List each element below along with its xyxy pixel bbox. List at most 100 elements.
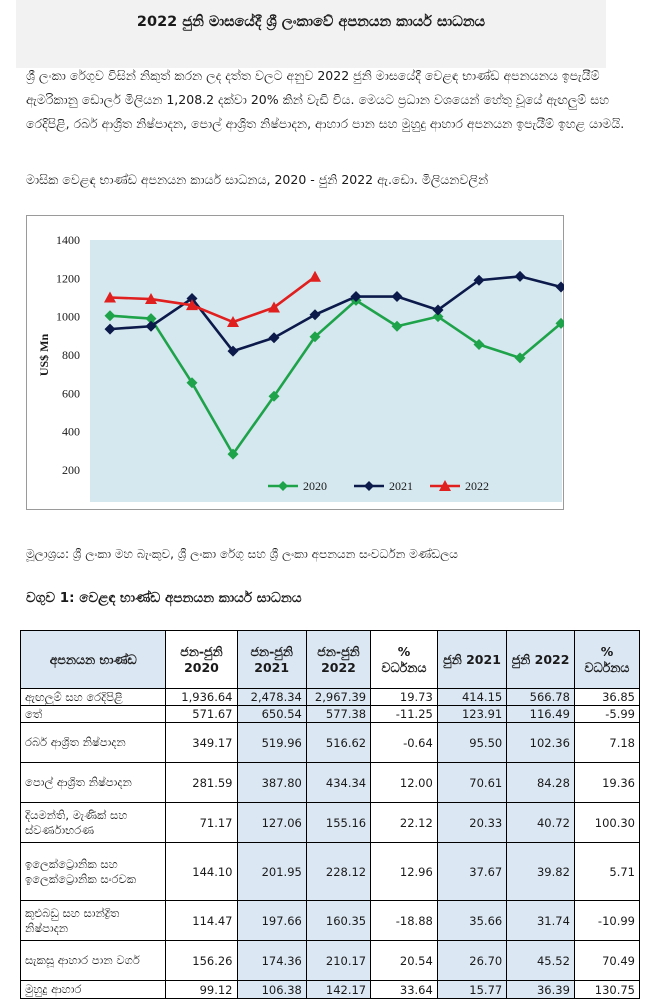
- table-row: මුහුදු ආහාර 99.12 106.38 142.17 33.64 15.77 36…: [19, 980, 641, 999]
- export-chart: 1400 1200 1000 800 600 400 200 US$ Mn 2020 2021 20…: [26, 215, 567, 510]
- value-cell: 1,936.64: [165, 688, 238, 706]
- chart-svg: 1400 1200 1000 800 600 400 200 US$ Mn 2020 2021 20…: [26, 215, 567, 510]
- series-2020-point: [555, 317, 567, 329]
- value-cell: -5.99: [573, 705, 641, 723]
- value-cell: 70.49: [573, 940, 641, 981]
- series-2021-point: [391, 291, 403, 303]
- value-cell: -10.99: [573, 900, 641, 941]
- series-2021-point: [473, 274, 485, 286]
- product-name-cell: කුළුබඩු සහ සාන්ද්‍රිත නිෂ්පාදන: [19, 900, 167, 941]
- value-cell: 174.36: [236, 940, 307, 981]
- series-2022-point: [309, 270, 321, 282]
- col-header-product: අපනයන භාණ්ඩ: [19, 630, 167, 689]
- table-row: ඇඟලුම් සහ රෙදිපිළි 1,936.64 2,478.34 2,967.…: [19, 688, 641, 706]
- product-name-cell: තේ: [19, 705, 167, 723]
- title-band: [16, 0, 606, 68]
- value-cell: 22.12: [370, 802, 438, 843]
- series-2021-point: [104, 323, 116, 335]
- value-cell: 281.59: [165, 762, 238, 803]
- legend-2022-marker: [439, 480, 451, 491]
- value-cell: 20.54: [370, 940, 438, 981]
- y-tick-label: 200: [62, 463, 80, 477]
- y-axis-label: US$ Mn: [37, 334, 51, 377]
- table-header-row: අපනයන භාණ්ඩ ජන-ජුනි 2020 ජන-ජුනි 2021 ජන…: [19, 630, 641, 689]
- value-cell: 37.67: [436, 842, 508, 901]
- series-2022-line: [109, 275, 316, 324]
- value-cell: -0.64: [370, 722, 438, 763]
- value-cell: 414.15: [436, 688, 508, 706]
- value-cell: 114.47: [165, 900, 238, 941]
- table-row: කුළුබඩු සහ සාන්ද්‍රිත නිෂ්පාදන 114.47 197.…: [19, 900, 641, 941]
- table-row: ඉලෙක්ට්‍රොනික සහ ඉලෙක්ට්‍රොනික සංරචක 144.…: [19, 842, 641, 901]
- table-heading: වගුව 1: වෙළඳ භාණ්ඩ අපනයන කාර්ය සාධනය: [26, 590, 302, 606]
- series-2020-point: [473, 338, 485, 350]
- value-cell: 31.74: [506, 900, 575, 941]
- value-cell: 155.16: [305, 802, 372, 843]
- value-cell: 40.72: [506, 802, 575, 843]
- value-cell: 197.66: [236, 900, 307, 941]
- series-2022-point: [104, 291, 116, 303]
- series-2020-line: [109, 299, 562, 456]
- value-cell: 45.52: [506, 940, 575, 981]
- product-name-cell: මුහුදු ආහාර: [19, 980, 167, 999]
- col-header-jan-jun-2021: ජන-ජුනි 2021: [236, 630, 307, 689]
- value-cell: 15.77: [436, 980, 508, 999]
- value-cell: 12.00: [370, 762, 438, 803]
- series-2020-point: [391, 320, 403, 332]
- legend-2020-marker: [278, 481, 288, 491]
- series-2021-point: [350, 291, 362, 303]
- source-note: මූලාශ්‍රය: ශ්‍රී ලංකා මහ බැංකුව, ශ්‍රී ල…: [26, 547, 458, 561]
- chart-caption: මාසික වෙළඳ භාණ්ඩ අපනයන කාර්ය සාධනය, 2020…: [26, 172, 489, 187]
- y-tick-label: 1400: [56, 233, 80, 247]
- value-cell: 99.12: [165, 980, 238, 999]
- value-cell: 228.12: [305, 842, 372, 901]
- value-cell: 36.39: [506, 980, 575, 999]
- value-cell: 12.96: [370, 842, 438, 901]
- product-name-cell: ඉලෙක්ට්‍රොනික සහ ඉලෙක්ට්‍රොනික සංරචක: [19, 842, 167, 901]
- value-cell: 102.36: [506, 722, 575, 763]
- series-2021-point: [514, 270, 526, 282]
- product-name-cell: දියමන්ති, මැණික් සහ ස්වර්ණාභරණ: [19, 802, 167, 843]
- col-header-june-2021: ජුනි 2021: [436, 630, 508, 689]
- series-2021-point: [432, 304, 444, 316]
- series-2021-point: [227, 345, 239, 357]
- plot-area: [90, 240, 562, 502]
- value-cell: 650.54: [236, 705, 307, 723]
- value-cell: 2,967.39: [305, 688, 372, 706]
- value-cell: 156.26: [165, 940, 238, 981]
- value-cell: 566.78: [506, 688, 575, 706]
- series-2020-point: [432, 311, 444, 323]
- value-cell: 142.17: [305, 980, 372, 999]
- series-2020-point: [227, 448, 239, 460]
- series-2021-point: [186, 292, 198, 304]
- value-cell: 26.70: [436, 940, 508, 981]
- legend-2021-label: 2021: [389, 479, 413, 493]
- table-row: සැකසූ ආහාර පාන වර්ග 156.26 174.36 210.17 20.…: [19, 940, 641, 981]
- value-cell: 210.17: [305, 940, 372, 981]
- value-cell: 160.35: [305, 900, 372, 941]
- product-name-cell: රබර් ආශ්‍රිත නිෂ්පාදන: [19, 722, 167, 763]
- series-2022-point: [186, 299, 198, 311]
- legend-2022-label: 2022: [465, 479, 489, 493]
- series-2020-point: [309, 331, 321, 343]
- value-cell: 106.38: [236, 980, 307, 999]
- value-cell: 434.34: [305, 762, 372, 803]
- col-header-june-2022: ජුනි 2022: [506, 630, 575, 689]
- intro-paragraph: ශ්‍රී ලංකා රේගුව විසින් නිකුත් කරන ලද දත…: [26, 68, 625, 131]
- page-title: 2022 ජුනි මාසයේදී ශ්‍රී ලංකාවේ අපනයන කාර…: [136, 14, 486, 30]
- y-tick-label: 600: [62, 386, 80, 400]
- col-header-growth-1: % වර්ධනය: [370, 630, 438, 689]
- legend-2020-label: 2020: [303, 479, 327, 493]
- series-2020-point: [268, 390, 280, 402]
- value-cell: 19.36: [573, 762, 641, 803]
- value-cell: 516.62: [305, 722, 372, 763]
- value-cell: 95.50: [436, 722, 508, 763]
- col-header-growth-2: % වර්ධනය: [573, 630, 641, 689]
- value-cell: 100.30: [573, 802, 641, 843]
- value-cell: 144.10: [165, 842, 238, 901]
- table-row: දියමන්ති, මැණික් සහ ස්වර්ණාභරණ 71.17 127.0…: [19, 802, 641, 843]
- value-cell: 35.66: [436, 900, 508, 941]
- series-2021-point: [555, 281, 567, 293]
- value-cell: 5.71: [573, 842, 641, 901]
- value-cell: 130.75: [573, 980, 641, 999]
